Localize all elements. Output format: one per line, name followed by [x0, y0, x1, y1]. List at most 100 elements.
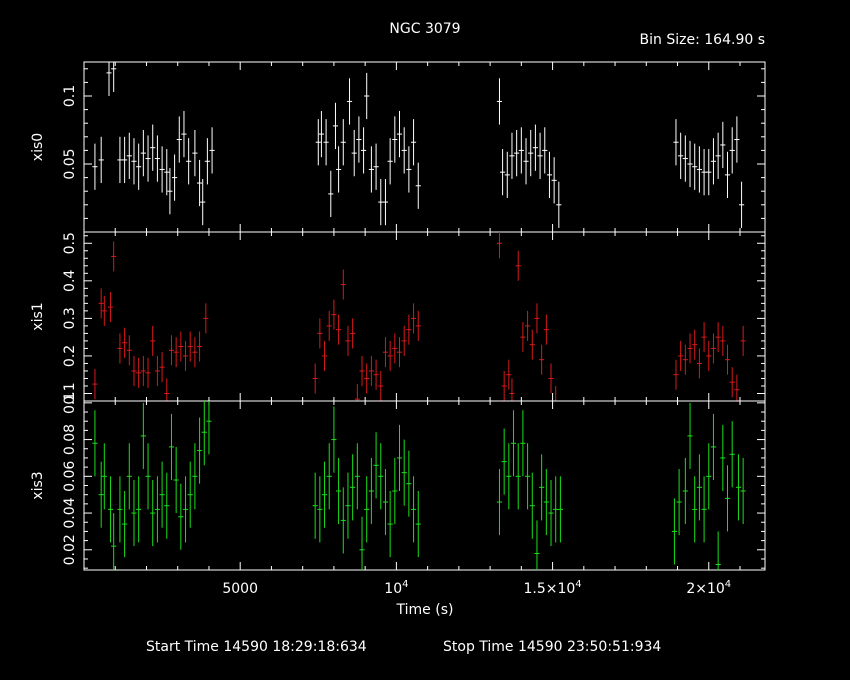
- xis0-data-point: [318, 110, 324, 158]
- xis1-data-point: [321, 340, 328, 371]
- xis3-data-point: [368, 457, 374, 525]
- xis0-data-point: [122, 136, 128, 184]
- xis1-data-point: [724, 344, 731, 375]
- xis1-data-point: [696, 348, 702, 379]
- xis0-data-point: [209, 127, 215, 174]
- xis0-data-point: [167, 168, 173, 215]
- xis3-data-point: [692, 476, 698, 543]
- xis1-data-point: [187, 331, 193, 362]
- xis0-data-point: [500, 149, 506, 196]
- xis3-data-point: [506, 443, 512, 510]
- xis3-data-point: [720, 424, 726, 492]
- xis3-data-point: [159, 461, 165, 528]
- xis1-data-point: [178, 331, 184, 362]
- xis0-data-point: [154, 135, 160, 182]
- xis0-frame: [83, 61, 766, 233]
- xis3-data-point: [345, 472, 351, 539]
- xis1-data-point: [136, 357, 142, 388]
- xis0-data-point: [159, 146, 165, 193]
- xis0-data-point: [150, 124, 156, 171]
- xis0-data-point: [106, 62, 112, 96]
- xis1-data-point: [331, 299, 337, 330]
- xis1-y-tick-label: 0.1: [62, 382, 78, 404]
- xis1-data-point: [92, 369, 98, 400]
- xis3-data-point: [701, 476, 707, 543]
- xis1-data-point: [509, 378, 515, 401]
- xis3-data-point: [326, 443, 332, 510]
- xis0-data-point: [729, 127, 735, 174]
- xis0-data-point: [542, 127, 548, 174]
- xis3-data-point: [178, 483, 184, 550]
- xis1-data-point: [122, 327, 128, 358]
- xis3-data-point: [373, 432, 379, 499]
- xis1-data-point: [534, 303, 540, 334]
- xis3-data-point: [676, 468, 682, 536]
- xis1-data-point: [354, 384, 360, 401]
- xis1-data-point: [729, 367, 735, 398]
- xis3-data-point: [406, 450, 412, 517]
- xis0-data-point: [117, 136, 123, 184]
- xis0-data-point: [368, 146, 374, 193]
- xis0-data-point: [126, 132, 132, 179]
- xis0-data-point: [687, 140, 693, 188]
- xis1-data-point: [117, 333, 123, 364]
- xis3-y-tick-label: 0.1: [62, 392, 78, 414]
- xis1-data-point: [715, 322, 721, 353]
- xis1-y-tick-label: 0.5: [62, 232, 78, 254]
- xis3-data-point: [529, 472, 535, 539]
- xis1-data-point: [340, 269, 346, 300]
- xis0-data-point: [514, 130, 520, 177]
- xis3-data-point: [140, 402, 146, 469]
- xis0-data-point: [496, 78, 503, 125]
- xis1-data-point: [203, 303, 209, 334]
- xis3-data-point: [126, 443, 132, 510]
- xis0-data-point: [378, 178, 384, 226]
- xis0-data-point: [518, 127, 524, 174]
- xis1-data-point: [734, 374, 740, 401]
- xis3-data-point: [548, 479, 554, 547]
- xis1-data-point: [539, 344, 545, 375]
- xis0-data-point: [696, 146, 702, 193]
- xis1-data-point: [710, 333, 717, 364]
- xis3-data-point: [131, 479, 137, 547]
- xis3-y-tick-label: 0.08: [62, 424, 78, 455]
- xis0-data-point: [523, 138, 529, 185]
- xis0-data-point: [678, 132, 684, 179]
- xis0-data-point: [682, 135, 688, 182]
- xis1-data-point: [345, 325, 351, 356]
- xis3-data-point: [98, 461, 104, 528]
- xis1-data-point: [548, 363, 554, 394]
- xis3-data-point: [520, 410, 526, 477]
- xis1-data-point: [326, 310, 332, 341]
- xis1-data-point: [501, 370, 507, 401]
- xis1-data-point: [740, 325, 746, 356]
- plot-area: 0.05 0.1 xis0 0.1 0.2 0.3 0.4 0.5 xis1 0.02 0.04 0.…: [30, 61, 766, 597]
- xis1-data-point: [126, 335, 132, 366]
- xis1-data-point: [687, 333, 693, 364]
- xis0-data-point: [176, 116, 182, 163]
- xis3-data-point: [336, 457, 342, 525]
- xis1-data-point: [701, 322, 707, 353]
- xis0-data-point: [556, 181, 562, 228]
- xis3-data-point: [687, 402, 693, 469]
- xis3-data-point: [671, 498, 677, 565]
- x-axis-label: Time (s): [396, 602, 454, 618]
- xis1-data-point: [317, 318, 323, 349]
- start-time-label: Start Time 14590 18:29:18:634: [146, 639, 367, 655]
- xis0-data-point: [315, 119, 321, 166]
- xis1-data-point: [159, 352, 165, 383]
- xis3-y-tick-label: 0.04: [62, 497, 78, 528]
- xis1-data-point: [520, 322, 526, 353]
- xis0-data-point: [710, 138, 717, 185]
- xis3-data-point: [392, 457, 398, 525]
- xis1-data-point: [336, 314, 342, 345]
- xis0-data-point: [192, 130, 198, 177]
- xis1-data-point: [140, 355, 146, 386]
- xis3-data-point: [378, 443, 384, 510]
- xis1-data-point: [131, 355, 137, 386]
- xis0-data-point: [537, 132, 543, 179]
- xis0-data-point: [328, 170, 334, 218]
- bin-size-label: Bin Size: 164.90 s: [640, 32, 765, 48]
- xis1-data-point: [401, 325, 407, 356]
